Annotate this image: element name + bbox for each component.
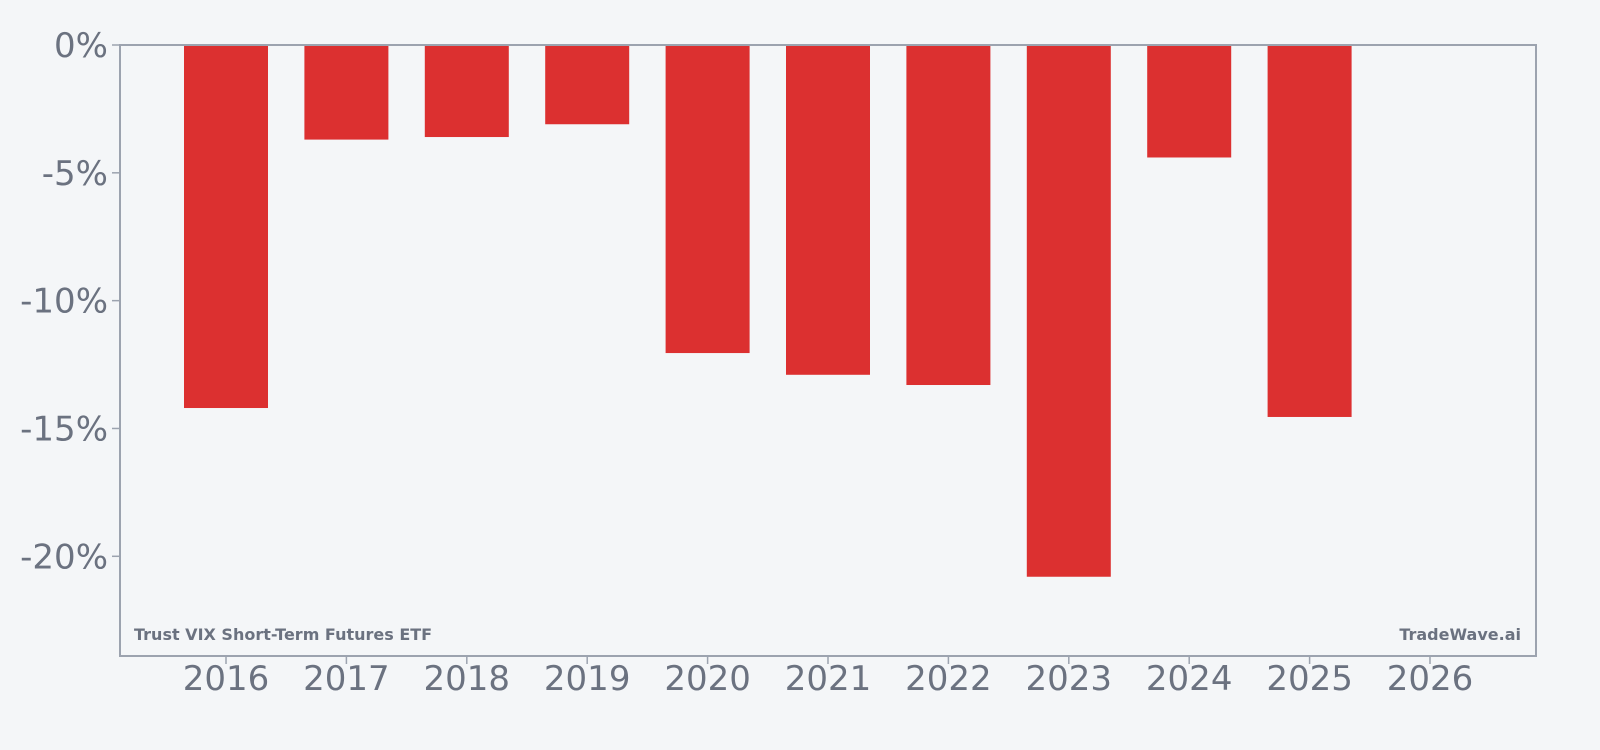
x-tick-label-2018: 2018 bbox=[424, 659, 511, 699]
x-tick-label-2026: 2026 bbox=[1387, 659, 1474, 699]
y-axis: 0% -5% -10% -15% -20% bbox=[20, 26, 120, 577]
bar-2016 bbox=[184, 45, 268, 409]
y-tick-label-2: -10% bbox=[20, 282, 108, 322]
y-tick-label-3: -15% bbox=[20, 409, 108, 449]
bar-2021 bbox=[786, 45, 870, 375]
y-tick-label-1: -5% bbox=[42, 154, 108, 194]
bar-2025 bbox=[1267, 45, 1352, 417]
y-tick-label-4: -20% bbox=[20, 537, 108, 577]
x-tick-label-2023: 2023 bbox=[1026, 659, 1113, 699]
bar-2022 bbox=[906, 45, 991, 386]
bar-2020 bbox=[665, 45, 750, 354]
watermark-left: Trust VIX Short-Term Futures ETF bbox=[134, 625, 432, 644]
x-axis: 2016 2017 2018 2019 2020 2021 2022 2023 2024 2025… bbox=[183, 656, 1474, 699]
x-tick-label-2025: 2025 bbox=[1266, 659, 1353, 699]
bar-2019 bbox=[545, 45, 630, 125]
watermark-right: TradeWave.ai bbox=[1399, 625, 1521, 644]
bar-2018 bbox=[424, 45, 509, 138]
x-tick-label-2016: 2016 bbox=[183, 659, 270, 699]
bar-2017 bbox=[304, 45, 389, 140]
x-tick-label-2024: 2024 bbox=[1146, 659, 1233, 699]
x-tick-label-2021: 2021 bbox=[785, 659, 872, 699]
x-tick-label-2019: 2019 bbox=[544, 659, 631, 699]
x-tick-label-2022: 2022 bbox=[905, 659, 992, 699]
bar-2024 bbox=[1147, 45, 1232, 158]
x-tick-label-2020: 2020 bbox=[664, 659, 751, 699]
bars-layer bbox=[184, 45, 1352, 577]
y-tick-label-0: 0% bbox=[54, 26, 108, 66]
x-tick-label-2017: 2017 bbox=[303, 659, 390, 699]
bar-2023 bbox=[1026, 45, 1111, 577]
